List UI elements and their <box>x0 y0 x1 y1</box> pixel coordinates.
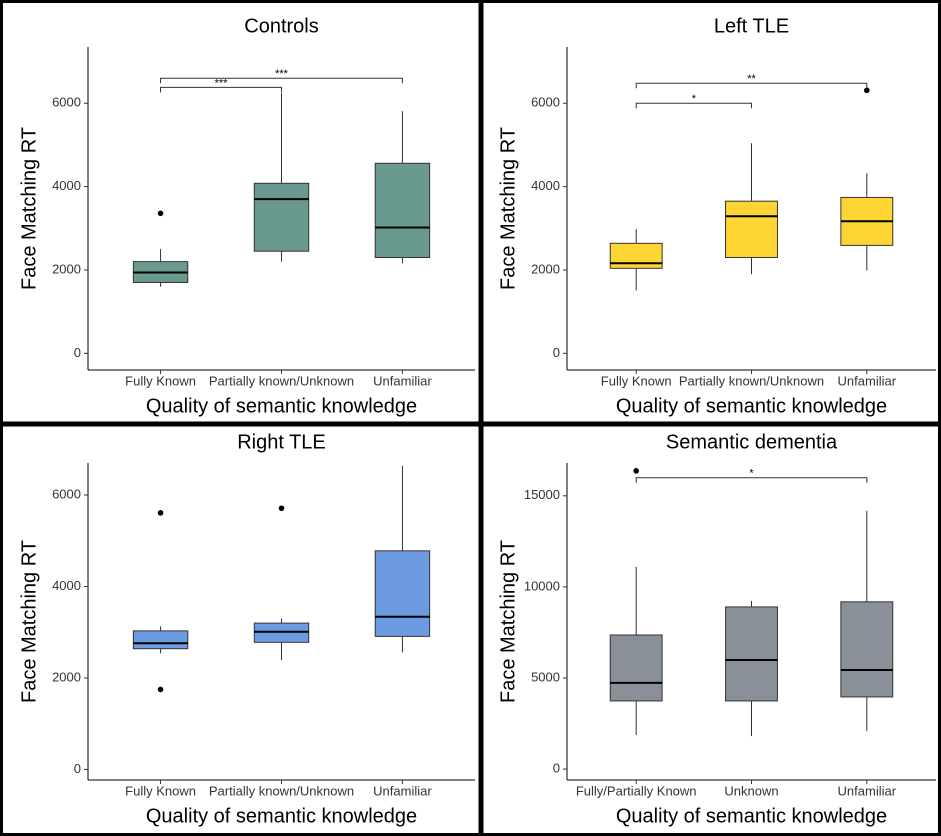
box <box>840 601 894 698</box>
box <box>132 630 189 650</box>
box <box>609 634 663 702</box>
x-tick-label: Fully Known <box>125 783 196 798</box>
panel-title: Left TLE <box>714 15 789 37</box>
y-tick-label: 2000 <box>52 669 81 684</box>
x-axis-title: Quality of semantic knowledge <box>146 395 417 417</box>
x-tick-label: Unfamiliar <box>838 373 897 388</box>
y-tick-label: 0 <box>553 345 560 360</box>
y-axis-title: Face Matching RT <box>18 540 40 703</box>
significance-label: *** <box>215 77 229 89</box>
significance-label: ** <box>747 73 756 85</box>
x-tick-label: Fully/Partially Known <box>576 783 697 798</box>
y-tick-label: 2000 <box>531 261 560 276</box>
y-tick-label: 0 <box>74 761 81 776</box>
box <box>374 162 431 258</box>
significance-bracket <box>635 82 868 89</box>
x-tick-label: Unfamiliar <box>373 373 432 388</box>
y-tick-label: 15000 <box>524 487 560 502</box>
panel-title: Semantic dementia <box>666 431 838 453</box>
significance-bracket <box>635 102 752 109</box>
x-tick-label: Fully Known <box>125 373 196 388</box>
significance-label: * <box>692 93 697 105</box>
panel-title: Right TLE <box>237 431 326 453</box>
box <box>725 606 778 702</box>
outlier <box>278 505 285 512</box>
outlier <box>157 686 164 693</box>
outlier <box>157 510 164 516</box>
box <box>725 200 778 258</box>
significance-bracket <box>160 86 282 93</box>
y-tick-label: 4000 <box>531 178 560 193</box>
y-axis-title: Face Matching RT <box>497 540 519 703</box>
outlier <box>633 468 639 474</box>
panel-title: Controls <box>244 15 318 37</box>
x-axis-title: Quality of semantic knowledge <box>616 805 887 827</box>
box <box>374 550 431 637</box>
y-tick-label: 2000 <box>52 261 81 276</box>
x-tick-label: Partially known/Unknown <box>209 373 354 388</box>
x-tick-label: Unknown <box>724 783 778 798</box>
x-tick-label: Partially known/Unknown <box>679 373 824 388</box>
significance-bracket <box>635 477 868 483</box>
y-axis-title: Face Matching RT <box>497 127 519 290</box>
significance-label: * <box>749 468 754 480</box>
outlier <box>864 87 870 94</box>
significance-bracket <box>160 77 403 84</box>
box <box>609 242 663 269</box>
outlier <box>157 210 164 217</box>
x-axis-title: Quality of semantic knowledge <box>146 805 417 827</box>
y-tick-label: 6000 <box>52 95 81 110</box>
y-tick-label: 0 <box>553 761 560 776</box>
y-axis-title: Face Matching RT <box>18 127 40 290</box>
x-tick-label: Unfamiliar <box>373 783 432 798</box>
box <box>253 182 310 252</box>
x-axis-title: Quality of semantic knowledge <box>616 395 887 417</box>
y-tick-label: 6000 <box>52 486 81 501</box>
y-tick-label: 6000 <box>531 95 560 110</box>
x-tick-label: Partially known/Unknown <box>209 783 354 798</box>
significance-label: *** <box>275 68 289 80</box>
y-tick-label: 0 <box>74 345 81 360</box>
y-tick-label: 5000 <box>531 669 560 684</box>
y-tick-label: 4000 <box>52 178 81 193</box>
y-tick-label: 10000 <box>524 578 560 593</box>
y-tick-label: 4000 <box>52 578 81 593</box>
x-tick-label: Unfamiliar <box>838 783 897 798</box>
x-tick-label: Fully Known <box>601 373 672 388</box>
